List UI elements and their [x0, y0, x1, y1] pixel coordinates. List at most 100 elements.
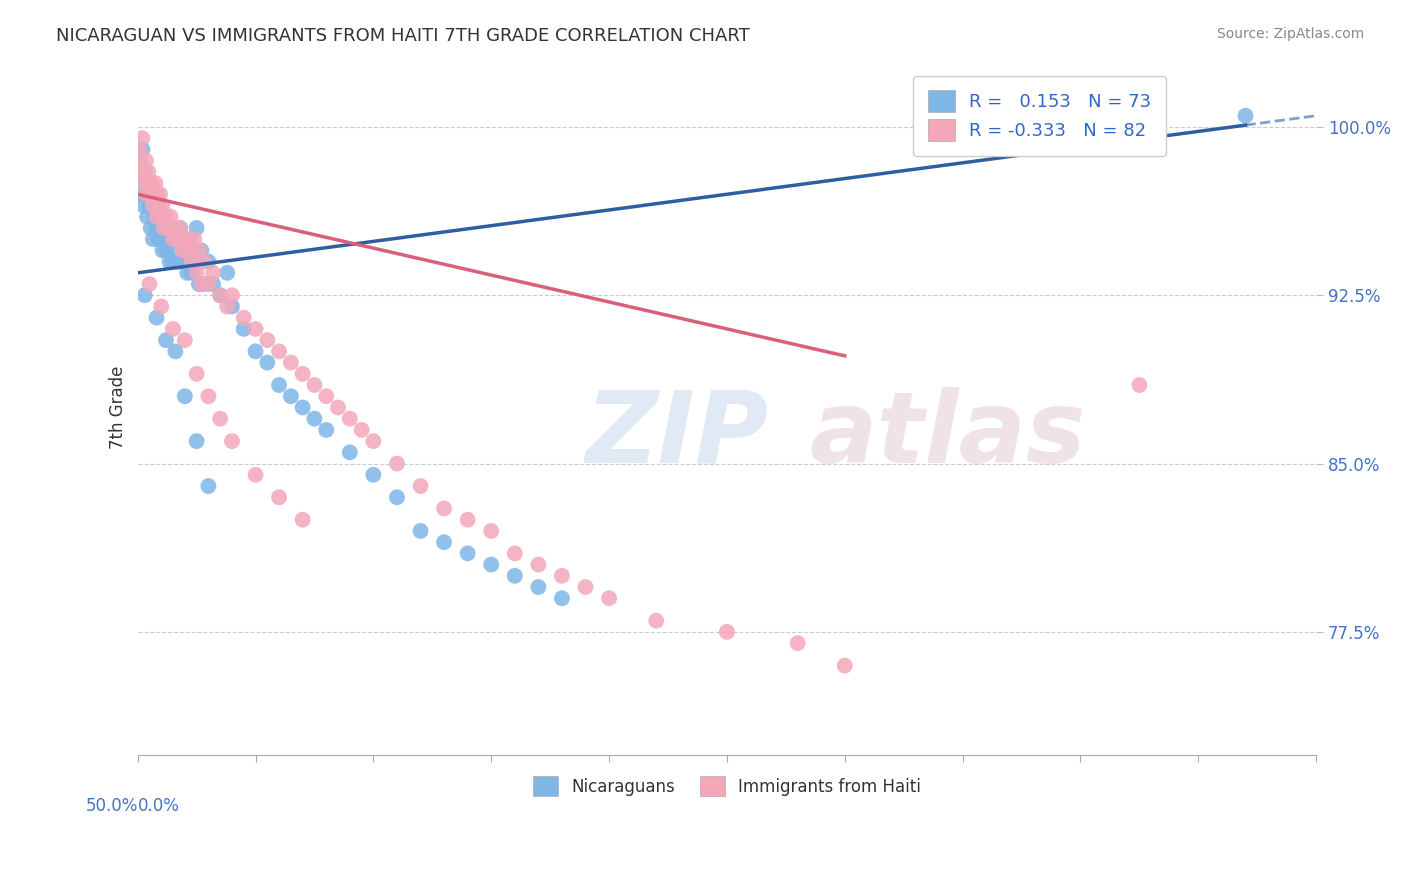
Point	[186, 266, 208, 280]
Point	[152, 244, 174, 258]
Point	[716, 624, 738, 639]
Text: 0.0%: 0.0%	[138, 797, 180, 815]
Point	[645, 614, 668, 628]
Point	[326, 401, 349, 415]
Point	[155, 210, 177, 224]
Point	[183, 232, 205, 246]
Point	[134, 165, 156, 179]
Point	[245, 467, 267, 482]
Point	[232, 310, 254, 325]
Point	[527, 558, 550, 572]
Point	[280, 389, 302, 403]
Y-axis label: 7th Grade: 7th Grade	[108, 366, 127, 450]
Point	[291, 513, 314, 527]
Point	[157, 221, 180, 235]
Point	[149, 210, 172, 224]
Point	[598, 591, 620, 606]
Point	[179, 232, 201, 246]
Point	[159, 210, 181, 224]
Point	[188, 277, 211, 291]
Point	[173, 232, 195, 246]
Point	[148, 232, 170, 246]
Point	[385, 490, 408, 504]
Point	[150, 300, 173, 314]
Point	[551, 591, 574, 606]
Point	[166, 232, 188, 246]
Point	[197, 389, 219, 403]
Point	[142, 232, 165, 246]
Point	[143, 176, 166, 190]
Point	[131, 131, 153, 145]
Point	[221, 288, 243, 302]
Point	[209, 288, 232, 302]
Point	[152, 221, 174, 235]
Text: NICARAGUAN VS IMMIGRANTS FROM HAITI 7TH GRADE CORRELATION CHART: NICARAGUAN VS IMMIGRANTS FROM HAITI 7TH …	[56, 27, 749, 45]
Text: 50.0%: 50.0%	[86, 797, 138, 815]
Point	[197, 254, 219, 268]
Point	[574, 580, 596, 594]
Point	[134, 176, 156, 190]
Point	[143, 210, 166, 224]
Point	[457, 513, 479, 527]
Point	[409, 479, 432, 493]
Point	[129, 153, 152, 168]
Point	[190, 277, 212, 291]
Point	[169, 221, 191, 235]
Point	[186, 221, 208, 235]
Point	[173, 389, 195, 403]
Point	[433, 535, 456, 549]
Point	[162, 232, 184, 246]
Point	[193, 254, 215, 268]
Point	[291, 401, 314, 415]
Point	[165, 232, 187, 246]
Point	[173, 244, 195, 258]
Point	[139, 187, 162, 202]
Point	[269, 490, 291, 504]
Point	[786, 636, 808, 650]
Point	[160, 244, 183, 258]
Point	[143, 187, 166, 202]
Point	[156, 232, 179, 246]
Point	[159, 254, 181, 268]
Point	[165, 221, 187, 235]
Point	[136, 187, 159, 202]
Point	[172, 244, 194, 258]
Point	[479, 558, 502, 572]
Point	[245, 322, 267, 336]
Point	[176, 266, 198, 280]
Point	[155, 244, 177, 258]
Point	[197, 277, 219, 291]
Point	[209, 288, 232, 302]
Point	[315, 389, 337, 403]
Point	[527, 580, 550, 594]
Point	[209, 411, 232, 425]
Point	[183, 254, 205, 268]
Point	[150, 210, 173, 224]
Point	[142, 198, 165, 212]
Point	[1234, 109, 1257, 123]
Point	[221, 434, 243, 449]
Point	[409, 524, 432, 538]
Point	[129, 165, 152, 179]
Point	[134, 288, 156, 302]
Point	[269, 378, 291, 392]
Point	[139, 221, 162, 235]
Point	[193, 277, 215, 291]
Point	[304, 411, 326, 425]
Point	[149, 187, 172, 202]
Text: Source: ZipAtlas.com: Source: ZipAtlas.com	[1216, 27, 1364, 41]
Point	[1128, 378, 1150, 392]
Text: atlas: atlas	[810, 387, 1085, 483]
Point	[186, 434, 208, 449]
Point	[180, 254, 202, 268]
Point	[457, 546, 479, 560]
Point	[162, 254, 184, 268]
Point	[157, 221, 180, 235]
Point	[176, 244, 198, 258]
Point	[143, 198, 166, 212]
Legend: Nicaraguans, Immigrants from Haiti: Nicaraguans, Immigrants from Haiti	[519, 763, 935, 810]
Point	[153, 232, 176, 246]
Point	[135, 176, 157, 190]
Point	[202, 266, 225, 280]
Point	[363, 434, 385, 449]
